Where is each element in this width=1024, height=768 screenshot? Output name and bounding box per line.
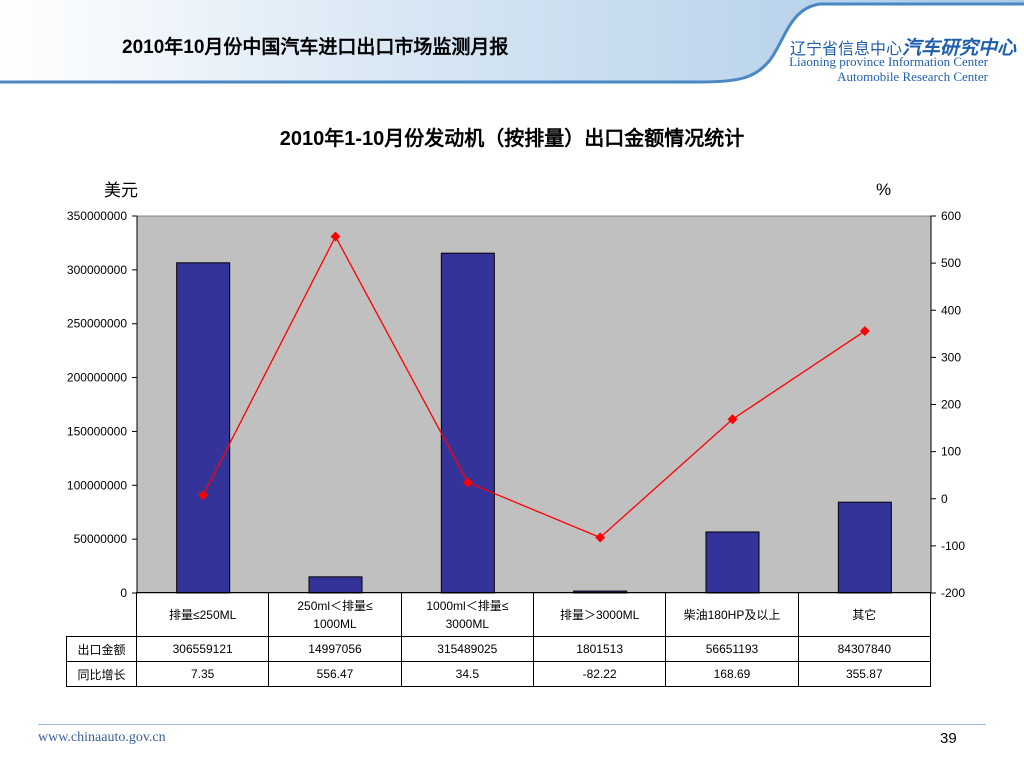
logo-english-line1: Liaoning province Information Center <box>789 54 988 69</box>
footer-url: www.chinaauto.gov.cn <box>38 730 166 745</box>
table-corner <box>66 592 137 637</box>
growth-line <box>202 235 866 539</box>
left-tick-label: 250000000 <box>67 317 127 331</box>
left-tick-label: 150000000 <box>67 424 127 438</box>
left-tick-label: 100000000 <box>67 478 127 492</box>
value-label: 56651193 <box>665 636 799 662</box>
value-label: 168.69 <box>665 661 799 687</box>
page-number: 39 <box>940 730 957 747</box>
category-label: 250ml＜排量≤ 1000ML <box>268 592 402 637</box>
series-name: 出口金额 <box>66 636 137 662</box>
value-label: 14997056 <box>268 636 402 662</box>
right-tick-label: 600 <box>941 209 961 223</box>
series-name: 同比增长 <box>66 661 137 687</box>
value-label: -82.22 <box>532 661 667 687</box>
header-banner <box>0 0 1024 84</box>
right-tick-label: -200 <box>941 586 965 600</box>
category-label-line: 排量＞3000ML <box>559 607 640 622</box>
right-tick-label: 0 <box>941 492 948 506</box>
value-label: 1801513 <box>532 636 667 662</box>
right-axis-unit: % <box>876 180 892 199</box>
category-label: 排量≤250ML <box>135 592 270 637</box>
logo-prefix: 辽宁省信息中心 <box>790 41 903 58</box>
logo-chinese: 辽宁省信息中心汽车研究中心 <box>790 33 1016 60</box>
growth-point <box>595 532 606 543</box>
category-label: 排量＞3000ML <box>532 592 667 637</box>
left-tick-label: 200000000 <box>67 371 127 385</box>
value-label: 315489025 <box>400 636 534 662</box>
value-label: 306559121 <box>135 636 270 662</box>
category-label-line: 1000ml＜排量≤ <box>426 598 509 613</box>
right-tick-label: 300 <box>941 350 961 364</box>
report-title: 2010年10月份中国汽车进口出口市场监测月报 <box>122 37 509 58</box>
bar <box>837 501 892 594</box>
left-tick-label: 350000000 <box>67 209 127 223</box>
category-label: 1000ml＜排量≤ 3000ML <box>400 592 534 637</box>
chart: 0 50000000 100000000 150000000 200000000 2500… <box>67 209 965 600</box>
left-axis-unit: 美元 <box>104 181 138 200</box>
category-label: 其它 <box>797 592 931 637</box>
growth-point <box>727 414 738 425</box>
table-header-row: 排量≤250ML 250ml＜排量≤ 1000ML 1000ml＜排量≤ 3000ML 排… <box>66 592 931 637</box>
value-label: 556.47 <box>268 661 402 687</box>
growth-point <box>859 326 870 336</box>
table-row: 出口金额 306559121 14997056 315489025 1801513 566… <box>66 636 931 662</box>
growth-point <box>462 477 473 488</box>
right-tick-label: 400 <box>941 303 961 317</box>
growth-point <box>198 490 209 501</box>
value-label: 84307840 <box>797 636 931 662</box>
chart-title: 2010年1-10月份发动机（按排量）出口金额情况统计 <box>279 128 745 150</box>
category-label-line: 柴油180HP及以上 <box>683 607 781 622</box>
plot-area <box>136 215 932 594</box>
right-tick-label: 100 <box>941 445 961 459</box>
category-label-line: 3000ML <box>445 616 489 631</box>
bar <box>705 531 760 594</box>
value-label: 355.87 <box>797 661 931 687</box>
value-label: 7.35 <box>135 661 270 687</box>
left-tick-label: 50000000 <box>74 532 128 546</box>
right-tick-label: -100 <box>941 539 965 553</box>
category-label-line: 1000ML <box>313 616 357 631</box>
category-label-line: 250ml＜排量≤ <box>297 598 373 613</box>
footer-divider <box>38 724 986 725</box>
table-row: 同比增长 7.35 556.47 34.5 -82.22 168.69 355.87 <box>66 661 931 687</box>
logo-english-line2: Automobile Research Center <box>837 69 988 84</box>
growth-point <box>330 231 341 242</box>
category-label-line: 排量≤250ML <box>169 607 237 622</box>
bar <box>308 576 363 594</box>
logo-main: 汽车研究中心 <box>902 38 1017 59</box>
category-label-line: 其它 <box>852 607 877 622</box>
value-label: 34.5 <box>400 661 534 687</box>
right-tick-label: 500 <box>941 256 961 270</box>
bar <box>440 252 495 594</box>
right-tick-label: 200 <box>941 398 961 412</box>
category-label: 柴油180HP及以上 <box>665 592 799 637</box>
left-tick-label: 300000000 <box>67 263 127 277</box>
bar <box>176 262 231 594</box>
data-table: 排量≤250ML 250ml＜排量≤ 1000ML 1000ml＜排量≤ 3000ML 排… <box>66 592 931 687</box>
